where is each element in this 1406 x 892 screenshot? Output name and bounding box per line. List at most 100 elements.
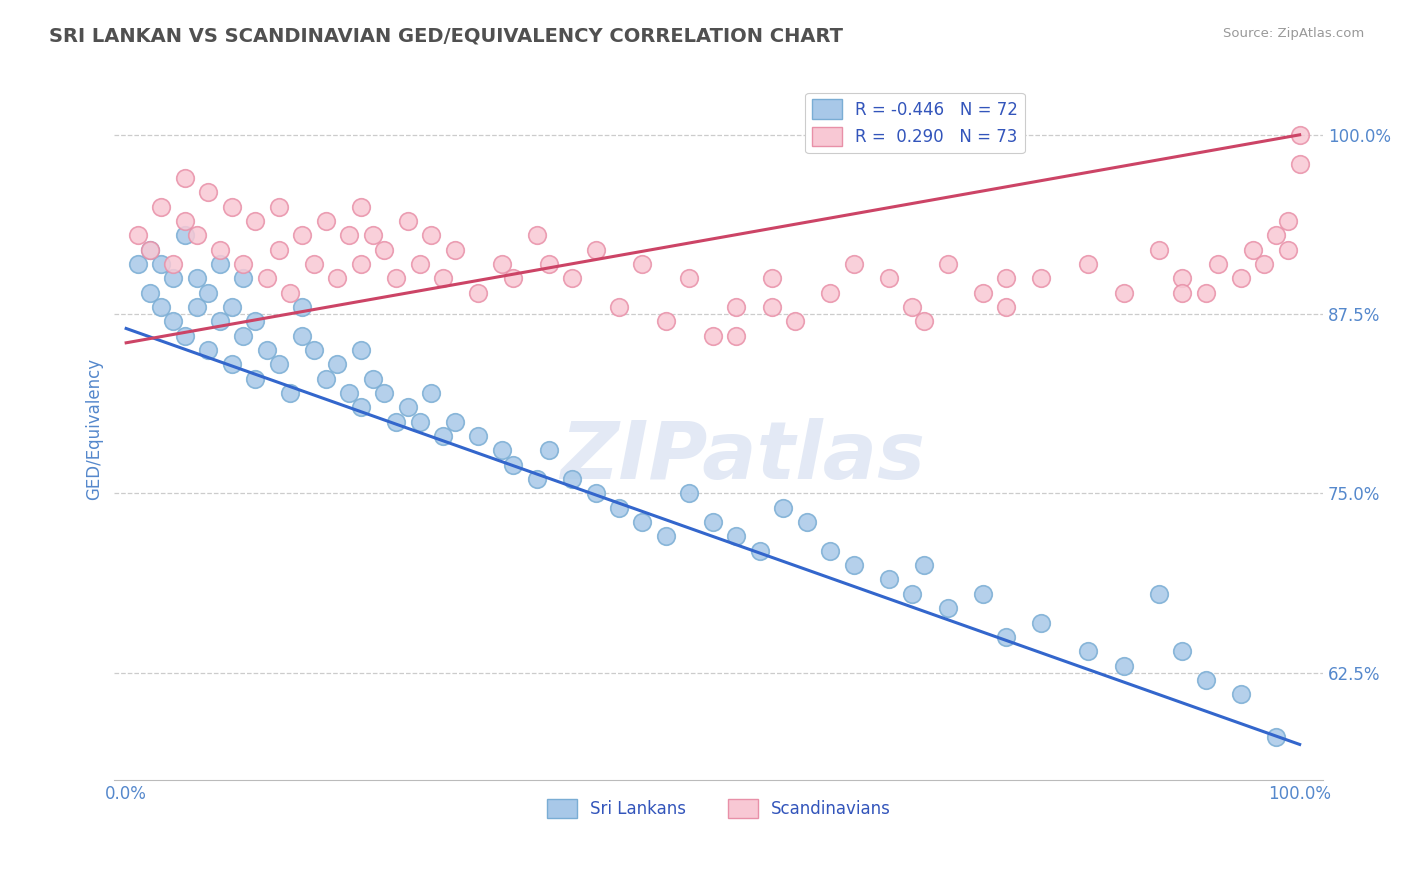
- Point: [1077, 257, 1099, 271]
- Point: [1171, 644, 1194, 658]
- Point: [761, 271, 783, 285]
- Point: [208, 314, 231, 328]
- Point: [901, 300, 924, 314]
- Point: [1077, 644, 1099, 658]
- Point: [491, 443, 513, 458]
- Point: [1277, 243, 1299, 257]
- Point: [197, 285, 219, 300]
- Text: ZIPatlas: ZIPatlas: [561, 418, 925, 496]
- Point: [221, 357, 243, 371]
- Point: [173, 214, 195, 228]
- Point: [1112, 658, 1135, 673]
- Point: [302, 343, 325, 357]
- Point: [467, 429, 489, 443]
- Point: [138, 243, 160, 257]
- Point: [245, 372, 267, 386]
- Point: [256, 271, 278, 285]
- Point: [537, 257, 560, 271]
- Point: [291, 228, 314, 243]
- Point: [208, 257, 231, 271]
- Point: [245, 214, 267, 228]
- Point: [820, 543, 842, 558]
- Point: [197, 343, 219, 357]
- Point: [256, 343, 278, 357]
- Point: [267, 200, 290, 214]
- Point: [408, 257, 430, 271]
- Point: [725, 529, 748, 543]
- Point: [655, 529, 678, 543]
- Point: [1195, 285, 1218, 300]
- Point: [1277, 214, 1299, 228]
- Point: [150, 257, 173, 271]
- Point: [1230, 687, 1253, 701]
- Point: [796, 515, 818, 529]
- Point: [197, 185, 219, 199]
- Point: [127, 257, 149, 271]
- Point: [1265, 731, 1288, 745]
- Point: [138, 285, 160, 300]
- Point: [245, 314, 267, 328]
- Point: [972, 587, 994, 601]
- Legend: Sri Lankans, Scandinavians: Sri Lankans, Scandinavians: [540, 792, 897, 825]
- Point: [385, 271, 408, 285]
- Point: [467, 285, 489, 300]
- Point: [150, 300, 173, 314]
- Point: [162, 271, 184, 285]
- Point: [526, 228, 548, 243]
- Point: [995, 300, 1018, 314]
- Point: [1265, 228, 1288, 243]
- Point: [432, 271, 454, 285]
- Point: [748, 543, 770, 558]
- Point: [912, 314, 935, 328]
- Point: [655, 314, 678, 328]
- Point: [1206, 257, 1229, 271]
- Point: [326, 271, 349, 285]
- Point: [127, 228, 149, 243]
- Point: [373, 386, 395, 401]
- Point: [138, 243, 160, 257]
- Point: [162, 314, 184, 328]
- Point: [267, 243, 290, 257]
- Point: [678, 271, 700, 285]
- Point: [901, 587, 924, 601]
- Point: [1147, 587, 1170, 601]
- Point: [337, 386, 360, 401]
- Point: [1171, 285, 1194, 300]
- Point: [725, 328, 748, 343]
- Point: [373, 243, 395, 257]
- Point: [173, 170, 195, 185]
- Point: [267, 357, 290, 371]
- Text: SRI LANKAN VS SCANDINAVIAN GED/EQUIVALENCY CORRELATION CHART: SRI LANKAN VS SCANDINAVIAN GED/EQUIVALEN…: [49, 27, 844, 45]
- Point: [420, 228, 443, 243]
- Point: [1031, 271, 1053, 285]
- Point: [842, 257, 865, 271]
- Point: [350, 200, 373, 214]
- Point: [585, 243, 607, 257]
- Point: [432, 429, 454, 443]
- Point: [1288, 128, 1310, 142]
- Point: [936, 257, 959, 271]
- Point: [162, 257, 184, 271]
- Point: [772, 500, 794, 515]
- Point: [291, 328, 314, 343]
- Point: [1195, 673, 1218, 687]
- Point: [186, 271, 208, 285]
- Point: [912, 558, 935, 573]
- Point: [502, 271, 524, 285]
- Point: [1288, 156, 1310, 170]
- Text: Source: ZipAtlas.com: Source: ZipAtlas.com: [1223, 27, 1364, 40]
- Point: [995, 630, 1018, 644]
- Point: [232, 328, 254, 343]
- Point: [291, 300, 314, 314]
- Point: [150, 200, 173, 214]
- Point: [936, 601, 959, 615]
- Point: [186, 228, 208, 243]
- Point: [315, 214, 337, 228]
- Point: [420, 386, 443, 401]
- Point: [385, 415, 408, 429]
- Point: [350, 343, 373, 357]
- Point: [361, 372, 384, 386]
- Point: [585, 486, 607, 500]
- Point: [607, 300, 630, 314]
- Point: [280, 386, 302, 401]
